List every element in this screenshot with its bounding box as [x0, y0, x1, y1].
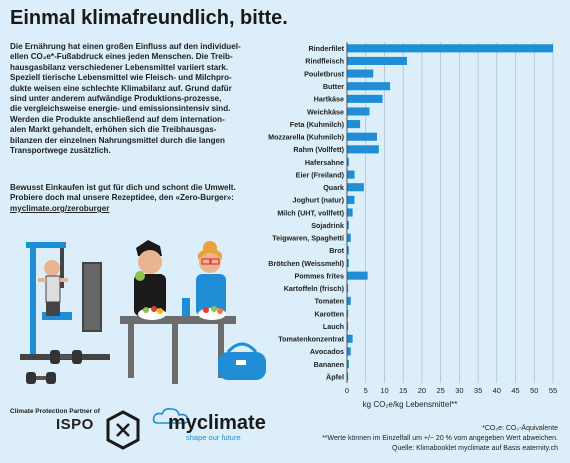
bar-5 [347, 107, 370, 116]
footnote-source: Quelle: Klimabooklet myclimate auf Basis… [392, 445, 558, 452]
category-label: Avocados [310, 347, 344, 356]
bar-11 [347, 183, 364, 192]
bar-8 [347, 145, 379, 154]
bar-6 [347, 120, 361, 129]
x-tick-label: 45 [511, 386, 519, 395]
category-label: Milch (UHT, vollfett) [277, 208, 344, 217]
bar-10 [347, 170, 355, 179]
bar-16 [347, 246, 349, 255]
partner-label: Climate Protection Partner of [10, 408, 100, 415]
category-label: Brötchen (Weissmehl) [268, 259, 344, 268]
bar-3 [347, 82, 391, 91]
bar-13 [347, 208, 353, 217]
man-eating-icon [134, 240, 166, 320]
category-label: Joghurt (natur) [292, 196, 344, 205]
bar-14 [347, 221, 349, 230]
woman-eating-icon [182, 241, 226, 320]
bar-4 [347, 94, 383, 103]
zeroburger-link[interactable]: myclimate.org/zeroburger [10, 203, 110, 213]
bar-21 [347, 309, 349, 318]
footnote-variance: **Werte können im Einzelfall um +/− 20 %… [322, 435, 558, 442]
x-tick-label: 15 [399, 386, 407, 395]
chart-bars [347, 44, 553, 381]
category-label: Quark [323, 183, 344, 192]
bar-12 [347, 195, 355, 204]
category-label: Lauch [323, 322, 344, 331]
call-to-action: Bewusst Einkaufen ist gut für dich und s… [10, 183, 272, 214]
x-tick-label: 35 [474, 386, 482, 395]
bar-7 [347, 132, 377, 141]
table-icon [120, 316, 236, 384]
myclimate-cloud-icon [152, 408, 189, 424]
bar-18 [347, 271, 368, 280]
bar-17 [347, 258, 349, 268]
bar-25 [347, 360, 349, 369]
category-label: Brot [329, 246, 344, 255]
myclimate-tagline: shape our future [186, 433, 241, 442]
category-label: Weichkäse [307, 107, 344, 116]
x-tick-label: 25 [436, 386, 444, 395]
chart-footnotes: *CO₂e: CO₂-Äquivalente **Werte können im… [322, 424, 558, 454]
bar-24 [347, 347, 351, 356]
category-label: Bananen [314, 360, 344, 369]
x-tick-label: 10 [380, 386, 388, 395]
category-label: Tomatenkonzentrat [278, 335, 344, 344]
cta-text: Bewusst Einkaufen ist gut für dich und s… [10, 183, 236, 203]
x-tick-label: 50 [530, 386, 538, 395]
intro-text: Die Ernährung hat einen großen Einfluss … [10, 42, 272, 156]
category-label: Feta (Kuhmilch) [290, 120, 345, 129]
bar-1 [347, 56, 407, 65]
ispo-logo: ISPO [56, 416, 94, 433]
chart-x-axis-label: kg CO₂e/kg Lebensmittel** [363, 400, 458, 409]
bar-15 [347, 233, 351, 242]
category-label: Pommes frites [294, 271, 344, 280]
bar-9 [347, 157, 349, 167]
category-label: Rinderfilet [308, 44, 344, 53]
category-label: Rindfleisch [305, 57, 344, 66]
category-label: Mozzarella (Kuhmilch) [268, 133, 344, 142]
people-eating-illustration [20, 240, 266, 384]
footnote-co2e: *CO₂e: CO₂-Äquivalente [482, 425, 558, 432]
ispo-hexagon-icon [106, 410, 140, 450]
myclimate-logo: myclimate [168, 412, 266, 434]
category-label: Hartkäse [314, 95, 344, 104]
category-label: Hafersahne [305, 158, 344, 167]
bar-22 [347, 322, 349, 331]
page-title: Einmal klimafreundlich, bitte. [10, 7, 288, 29]
x-tick-label: 5 [364, 386, 368, 395]
gym-bag-icon [218, 342, 266, 380]
bar-23 [347, 334, 353, 343]
bar-0 [347, 44, 553, 53]
x-tick-label: 20 [418, 386, 426, 395]
intro-paragraph: Die Ernährung hat einen großen Einfluss … [10, 42, 241, 156]
category-label: Pouletbrust [304, 69, 345, 78]
chart-category-labels: Rinderfilet Rindfleisch Pouletbrust Butter H… [268, 44, 344, 381]
category-label: Tomaten [315, 297, 344, 306]
category-label: Karotten [314, 309, 344, 318]
x-tick-label: 30 [455, 386, 463, 395]
bar-19 [347, 284, 349, 293]
bar-2 [347, 69, 374, 78]
chart-grid [346, 42, 554, 383]
dumbbell-icon [26, 350, 82, 384]
category-label: Rahm (Vollfett) [293, 145, 344, 154]
x-tick-label: 0 [345, 386, 349, 395]
bar-26 [347, 372, 349, 381]
category-label: Kartoffeln (frisch) [284, 284, 345, 293]
bar-20 [347, 296, 351, 305]
category-label: Eier (Freiland) [296, 170, 345, 179]
x-tick-label: 55 [549, 386, 557, 395]
x-tick-label: 40 [493, 386, 501, 395]
category-label: Sojadrink [311, 221, 344, 230]
chart-x-ticks: 0 5 10 15 20 25 30 35 40 45 50 55 [345, 386, 557, 395]
category-label: Äpfel [326, 372, 344, 381]
category-label: Butter [323, 82, 344, 91]
category-label: Teigwaren, Spaghetti [272, 234, 344, 243]
